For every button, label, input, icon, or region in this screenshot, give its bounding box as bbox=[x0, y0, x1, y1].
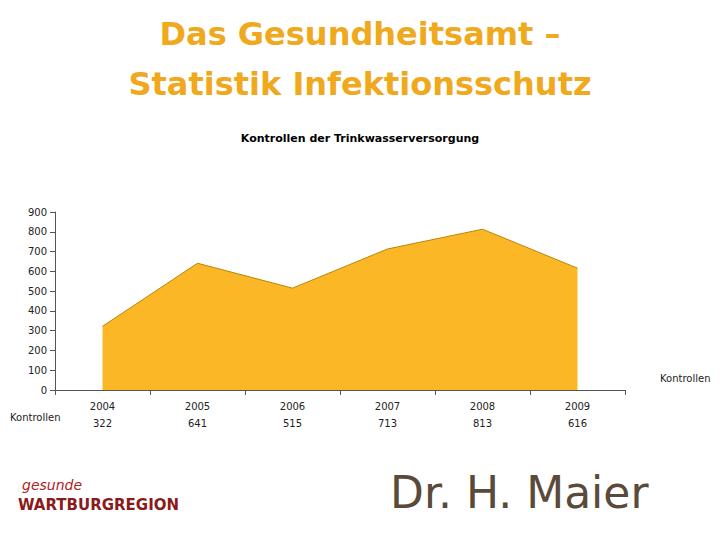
svg-text:2009: 2009 bbox=[565, 401, 590, 412]
svg-text:Kontrollen: Kontrollen bbox=[10, 412, 61, 423]
svg-text:713: 713 bbox=[378, 418, 397, 429]
svg-text:Kontrollen der Trinkwasservers: Kontrollen der Trinkwasserversorgung bbox=[241, 132, 479, 145]
svg-text:641: 641 bbox=[188, 418, 207, 429]
svg-text:Kontrollen: Kontrollen bbox=[660, 373, 711, 384]
svg-text:Das Gesundheitsamt –: Das Gesundheitsamt – bbox=[160, 15, 561, 53]
svg-text:300: 300 bbox=[28, 325, 47, 336]
svg-text:700: 700 bbox=[28, 246, 47, 257]
svg-text:Statistik Infektionsschutz: Statistik Infektionsschutz bbox=[128, 65, 591, 103]
svg-text:2005: 2005 bbox=[185, 401, 210, 412]
svg-text:800: 800 bbox=[28, 226, 47, 237]
svg-text:Dr. H. Maier: Dr. H. Maier bbox=[390, 467, 649, 518]
svg-text:500: 500 bbox=[28, 286, 47, 297]
svg-text:400: 400 bbox=[28, 305, 47, 316]
svg-text:WARTBURGREGION: WARTBURGREGION bbox=[18, 496, 179, 514]
svg-text:2007: 2007 bbox=[375, 401, 400, 412]
svg-text:900: 900 bbox=[28, 207, 47, 218]
svg-text:2008: 2008 bbox=[470, 401, 495, 412]
svg-text:322: 322 bbox=[93, 418, 112, 429]
svg-text:gesunde: gesunde bbox=[22, 477, 82, 493]
svg-text:0: 0 bbox=[41, 385, 47, 396]
svg-text:2004: 2004 bbox=[90, 401, 115, 412]
svg-text:2006: 2006 bbox=[280, 401, 305, 412]
svg-text:100: 100 bbox=[28, 365, 47, 376]
svg-text:616: 616 bbox=[568, 418, 587, 429]
svg-text:600: 600 bbox=[28, 266, 47, 277]
svg-text:515: 515 bbox=[283, 418, 302, 429]
svg-text:813: 813 bbox=[473, 418, 492, 429]
svg-text:200: 200 bbox=[28, 345, 47, 356]
